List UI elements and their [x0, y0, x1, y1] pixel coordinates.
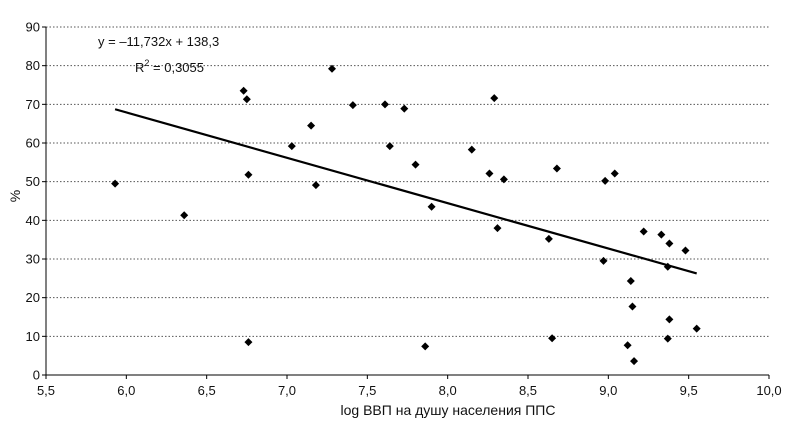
r-squared-prefix: R [135, 60, 144, 75]
data-point [681, 246, 690, 255]
data-point [665, 315, 674, 324]
data-point [287, 142, 296, 151]
data-point [601, 176, 610, 185]
data-point [485, 169, 494, 178]
y-tick-label: 90 [26, 20, 40, 35]
r-squared-superscript: 2 [144, 58, 149, 68]
data-point [400, 104, 409, 113]
data-point [490, 94, 499, 103]
data-point [548, 334, 557, 343]
data-point [381, 100, 390, 109]
trendline-group [114, 108, 697, 275]
data-point [307, 121, 316, 130]
y-tick-label: 70 [26, 97, 40, 112]
data-point [544, 234, 553, 243]
data-point [630, 357, 639, 366]
data-point [348, 101, 357, 110]
y-tick-label: 30 [26, 252, 40, 267]
data-points [111, 64, 701, 366]
y-tick-label: 80 [26, 58, 40, 73]
x-tick-label: 7,0 [278, 383, 296, 398]
data-point [626, 277, 635, 286]
data-point [628, 302, 637, 311]
data-point [244, 338, 253, 347]
data-point [663, 334, 672, 343]
y-tick-label: 40 [26, 213, 40, 228]
data-point [311, 181, 320, 190]
x-tick-label: 8,5 [519, 383, 537, 398]
data-point [493, 224, 502, 233]
data-point [665, 239, 674, 248]
data-point [599, 256, 608, 265]
x-axis-label: log ВВП на душу населения ППС [341, 402, 556, 418]
x-tick-label: 9,5 [680, 383, 698, 398]
y-tick-label: 50 [26, 174, 40, 189]
x-tick-label: 6,5 [198, 383, 216, 398]
data-point [244, 170, 253, 179]
data-point [639, 227, 648, 236]
data-point [385, 142, 394, 151]
x-tick-label: 6,0 [117, 383, 135, 398]
data-point [692, 324, 701, 333]
x-tick-label: 5,5 [37, 383, 55, 398]
data-point [467, 145, 476, 154]
y-tick-label: 20 [26, 290, 40, 305]
data-point [111, 179, 120, 188]
data-point [610, 169, 619, 178]
y-tick-label: 0 [33, 368, 40, 383]
y-axis-label: % [7, 190, 23, 202]
r-squared-value: = 0,3055 [149, 60, 204, 75]
axes [42, 26, 770, 379]
x-tick-label: 7,5 [358, 383, 376, 398]
trendline [114, 108, 697, 275]
data-point [180, 211, 189, 220]
data-point [411, 160, 420, 169]
r-squared-label: R2 = 0,3055 [135, 58, 204, 75]
x-tick-labels: 5,5 6,0 6,5 7,0 7,5 8,0 8,5 9,0 9,5 10,0 [37, 383, 782, 398]
data-point [242, 95, 251, 104]
y-tick-label: 60 [26, 136, 40, 151]
data-point [623, 341, 632, 350]
data-point [327, 64, 336, 73]
data-point [239, 86, 248, 95]
y-tick-labels: 0 10 20 30 40 50 60 70 80 90 [26, 20, 40, 383]
data-point [499, 175, 508, 184]
x-tick-label: 8,0 [439, 383, 457, 398]
x-tick-label: 10,0 [756, 383, 781, 398]
x-tick-label: 9,0 [599, 383, 617, 398]
data-point [421, 342, 430, 351]
trendline-equation: y = –11,732x + 138,3 [98, 34, 219, 49]
data-point [427, 202, 436, 211]
data-point [552, 164, 561, 173]
data-point [657, 230, 666, 239]
grid-lines [46, 26, 769, 337]
y-tick-label: 10 [26, 329, 40, 344]
